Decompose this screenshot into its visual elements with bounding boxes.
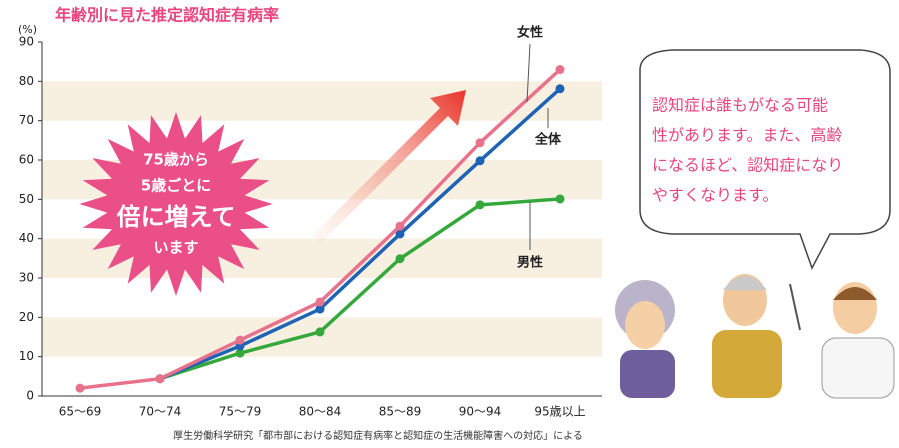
y-tick-label: 0 (26, 389, 34, 403)
data-point (556, 194, 565, 203)
y-tick-label: 20 (19, 310, 34, 324)
y-tick-label: 40 (19, 231, 34, 245)
x-tick-label: 65〜69 (59, 405, 102, 419)
legend-label: 男性 (517, 255, 543, 271)
starburst-text: 倍に増えて (117, 203, 236, 231)
legend-label: 女性 (517, 25, 543, 41)
data-point (476, 138, 485, 147)
y-tick-label: 90 (19, 35, 34, 49)
bubble-text: 認知症は誰もがなる可能 (652, 96, 828, 115)
starburst-text: 5歳ごとに (141, 177, 211, 195)
data-point (396, 254, 405, 263)
data-point (476, 156, 485, 165)
x-tick-label: 80〜84 (299, 405, 342, 419)
data-point (316, 297, 325, 306)
bubble-text: になるほど、認知症になり (652, 156, 843, 175)
y-tick-label: 80 (19, 74, 34, 88)
data-point (476, 200, 485, 209)
legend-label: 全体 (534, 132, 562, 148)
bubble-text: やすくなります。 (652, 186, 778, 205)
data-point (316, 327, 325, 336)
starburst-text: います (153, 239, 198, 257)
source-note: 厚生労働科学研究「都市部における認知症有病率と認知症の生活機能障害への対応」によ… (173, 429, 583, 442)
chart-title: 年齢別に見た推定認知症有病率 (55, 6, 279, 25)
starburst-text: 75歳から (143, 151, 209, 169)
x-tick-label: 95歳以上 (534, 405, 585, 419)
x-tick-label: 75〜79 (219, 405, 262, 419)
chart: 年齢別に見た推定認知症有病率 (%) 010203040506070809065… (0, 0, 899, 444)
y-tick-label: 50 (19, 192, 34, 206)
data-point (76, 384, 85, 393)
grid-band (42, 81, 602, 120)
x-tick-label: 85〜89 (379, 405, 422, 419)
y-tick-label: 60 (19, 153, 34, 167)
data-point (396, 222, 405, 231)
x-tick-label: 90〜94 (459, 405, 502, 419)
y-tick-label: 10 (19, 349, 34, 363)
y-tick-label: 70 (19, 113, 34, 127)
bubble-text: 性があります。また、高齢 (652, 126, 842, 145)
y-tick-label: 30 (19, 271, 34, 285)
data-point (236, 336, 245, 345)
data-point (556, 65, 565, 74)
x-tick-label: 70〜74 (139, 405, 182, 419)
data-point (156, 374, 165, 383)
illustration (615, 274, 894, 398)
grid-band (42, 317, 602, 356)
data-point (556, 84, 565, 93)
